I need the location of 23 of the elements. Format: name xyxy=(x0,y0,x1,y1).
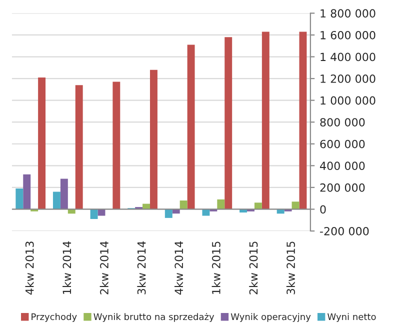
legend-label: Wynik operacyjny xyxy=(230,313,311,322)
x-tick-label: 2kw 2015 xyxy=(249,242,258,294)
y-tick-label: 1 600 000 xyxy=(320,30,376,40)
legend-label: Wynik brutto na sprzedaży xyxy=(94,313,214,322)
x-tick-label: 3kw 2014 xyxy=(137,241,146,294)
y-tick-label: 0 xyxy=(320,205,326,214)
y-tick-label: 1 200 000 xyxy=(320,74,376,83)
x-tick-label: 1kw 2015 xyxy=(212,242,220,294)
x-tick-label: 4kw 2013 xyxy=(25,242,34,295)
y-tick-label: 400 000 xyxy=(320,162,365,170)
y-tick-label: 800 000 xyxy=(320,118,365,126)
x-tick-label: 3kw 2015 xyxy=(286,242,296,294)
x-tick-label: 2kw 2014 xyxy=(100,241,108,294)
x-tick-label: 4kw 2014 xyxy=(174,241,184,295)
legend-label: Wyni netto xyxy=(328,313,376,322)
y-tick-label: 1 800 000 xyxy=(320,9,376,18)
y-tick-label: 1 400 000 xyxy=(320,52,376,62)
y-tick-label: -200 000 xyxy=(320,226,369,236)
y-tick-label: 600 000 xyxy=(320,140,365,148)
y-tick-label: 1 000 000 xyxy=(320,96,376,105)
y-tick-label: 200 000 xyxy=(320,183,365,192)
legend-label: Przychody xyxy=(32,313,77,322)
x-tick-label: 1kw 2014 xyxy=(62,241,72,294)
